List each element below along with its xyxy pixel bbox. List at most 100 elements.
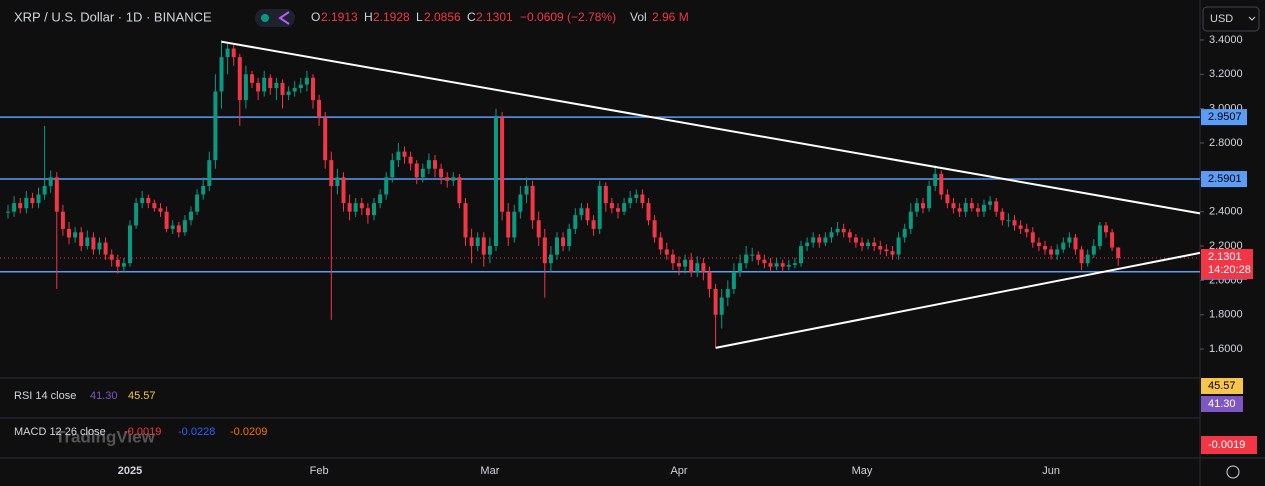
dropdown-arrow (1248, 16, 1256, 21)
candle-body (829, 232, 834, 238)
candle-body (134, 203, 139, 226)
candle-body (994, 201, 999, 212)
macd-signal: -0.0209 (230, 426, 267, 438)
candle-body (762, 259, 767, 264)
currency-select[interactable] (1202, 6, 1260, 32)
candle-body (457, 177, 462, 204)
candle-body (402, 151, 407, 157)
candle-body (902, 228, 907, 238)
candle-body (609, 203, 614, 209)
candle-body (1104, 225, 1108, 233)
x-tick-label: Jun (1042, 465, 1060, 477)
candle-body (640, 194, 645, 204)
candle-body (262, 77, 267, 92)
candle-body (512, 211, 517, 238)
candle-body (579, 208, 584, 216)
candle-body (30, 197, 35, 204)
candle-body (1036, 242, 1041, 247)
candle-body (182, 220, 187, 233)
candle-body (536, 220, 541, 238)
x-tick-label: Apr (670, 465, 687, 477)
y-tick-label: 1.6000 (1209, 343, 1243, 355)
candle-body (128, 225, 132, 264)
currency: USD (1210, 13, 1233, 25)
c-value: 2.1301 (476, 10, 513, 24)
candle-body (91, 237, 96, 250)
candle-body (280, 82, 285, 95)
candle-body (768, 263, 773, 267)
candle-body (963, 203, 968, 212)
candle-body (518, 194, 523, 212)
candle-body (1030, 232, 1035, 243)
candle-body (469, 237, 474, 247)
candle-body (1006, 220, 1011, 222)
y-tick-label: 3.4000 (1209, 34, 1243, 46)
candle-body (835, 228, 840, 233)
candle-body (823, 237, 828, 243)
plot (0, 39, 1201, 349)
candle-body (170, 225, 175, 229)
candle-body (957, 208, 962, 212)
candle-body (774, 263, 779, 267)
macd-legend: MACD 12 26 close -0.0019 -0.0228 -0.0209… (14, 426, 1257, 454)
candle-body (1012, 220, 1017, 226)
candle-body (591, 220, 596, 229)
candle-body (396, 151, 401, 161)
candle-body (670, 254, 675, 264)
candle-body (555, 237, 559, 255)
candle-body (1043, 246, 1047, 250)
candle-body (274, 82, 279, 89)
candle-body (853, 237, 858, 243)
header: XRP / U.S. Dollar · 1D · BINANCE O 2.191… (14, 6, 1260, 32)
candle-body (817, 237, 822, 243)
candle-body (750, 254, 755, 256)
candle-body (744, 254, 749, 264)
candle-body (799, 246, 803, 264)
candle-body (1061, 242, 1066, 250)
candle-body (335, 177, 340, 186)
level-tag (1201, 171, 1247, 188)
candle-body (494, 117, 498, 247)
candle-body (683, 259, 688, 267)
watermark: TradingView (55, 427, 156, 446)
candle-body (73, 232, 78, 238)
candle-body (359, 203, 364, 209)
macd-tag (1201, 436, 1257, 454)
candle-body (439, 168, 444, 178)
change: −0.0609 (−2.78%) (520, 10, 616, 24)
trendline (221, 40, 1201, 215)
candle-body (237, 57, 242, 101)
candle-body (695, 263, 700, 272)
candle-body (652, 220, 657, 238)
candle-body (286, 91, 291, 95)
candle-body (219, 57, 224, 92)
candle-body (414, 163, 419, 178)
candle-body (225, 48, 230, 58)
rsi-value: 41.30 (90, 390, 118, 402)
candle-body (982, 204, 986, 212)
candle-body (689, 259, 694, 272)
candle-body (48, 177, 53, 186)
candle-body (878, 246, 883, 250)
candle-body (189, 211, 193, 221)
candle-body (1116, 247, 1121, 259)
candle-body (811, 237, 816, 243)
rsi-label: RSI 14 close (14, 390, 76, 402)
macd-line: -0.0228 (178, 426, 215, 438)
settings-icon[interactable] (1226, 465, 1240, 479)
rsi-ma-value: 45.57 (128, 390, 156, 402)
last-price-tag (1201, 249, 1253, 280)
candle-body (42, 185, 47, 195)
candle-body (1085, 254, 1090, 264)
candle-body (243, 74, 248, 101)
candle-body (103, 242, 108, 255)
candle-body (213, 91, 218, 161)
candle-body (115, 259, 120, 267)
candle-body (445, 177, 450, 181)
indicator-icon (278, 11, 290, 25)
candle-body (701, 263, 706, 272)
candle-body (884, 249, 889, 252)
candle-body (1055, 249, 1060, 255)
candle-body (121, 263, 126, 267)
